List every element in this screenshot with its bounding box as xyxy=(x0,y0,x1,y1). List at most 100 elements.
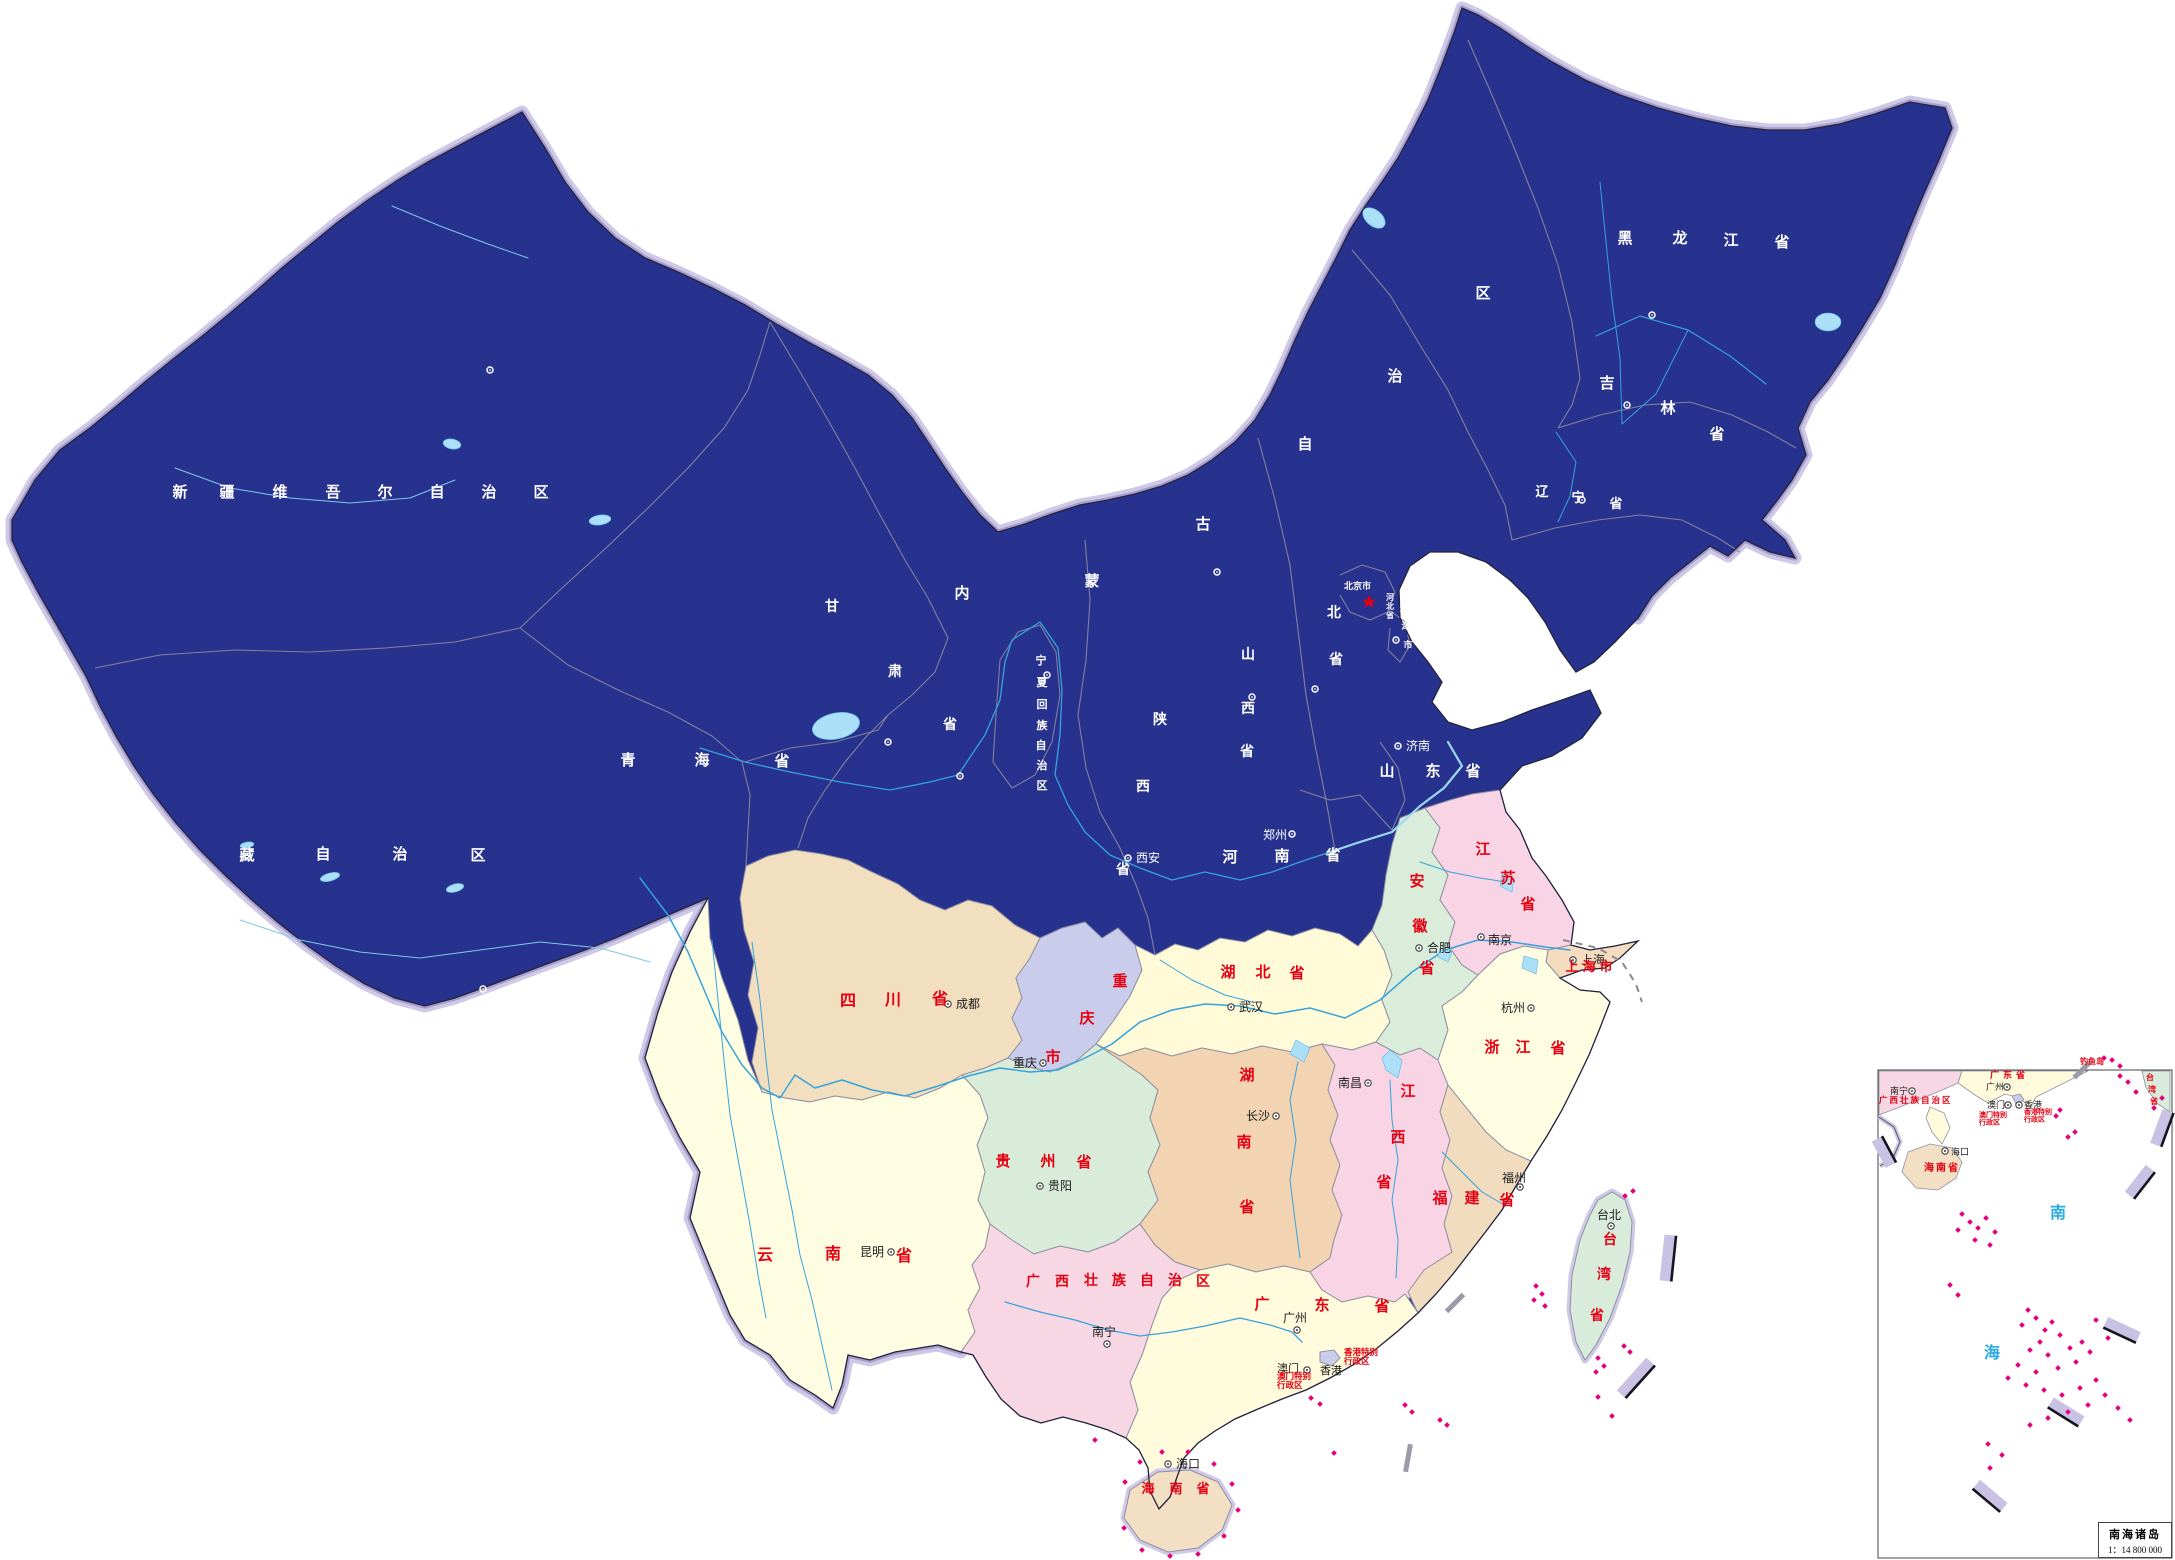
province-taiwan[interactable] xyxy=(1569,1191,1633,1361)
label-hainan: 海南省 xyxy=(1141,1481,1209,1496)
islet-dot xyxy=(1531,1297,1537,1303)
city-nanjing: 南京 xyxy=(1477,932,1512,947)
svg-text:广州: 广州 xyxy=(1283,1311,1307,1325)
islet-dot xyxy=(2041,1387,2047,1393)
city-urumqi xyxy=(486,366,494,374)
svg-text:江: 江 xyxy=(1400,1082,1415,1100)
islet-dot xyxy=(2102,1392,2108,1398)
svg-text:南: 南 xyxy=(1274,847,1289,865)
islet-dot xyxy=(2077,1385,2083,1391)
svg-text:贵阳: 贵阳 xyxy=(1048,1179,1072,1193)
province-guizhou[interactable] xyxy=(961,1043,1161,1255)
svg-text:省: 省 xyxy=(942,716,957,732)
label-jiangsu: 江苏省 xyxy=(1475,840,1535,913)
city-nanchang: 南昌 xyxy=(1338,1075,1372,1090)
svg-text:广西壮族自治区: 广西壮族自治区 xyxy=(1879,1095,1953,1105)
city-beijing-star xyxy=(1362,595,1376,608)
svg-text:省: 省 xyxy=(1328,651,1343,667)
svg-text:上: 上 xyxy=(1565,959,1578,974)
svg-text:南宁: 南宁 xyxy=(1890,1085,1908,1096)
svg-text:夏: 夏 xyxy=(1037,676,1049,689)
svg-text:吉: 吉 xyxy=(1599,374,1614,392)
city-haikou: 海口 xyxy=(1164,1456,1200,1471)
river xyxy=(1419,861,1507,883)
islet-dot xyxy=(1159,1449,1165,1455)
south-china-sea-inset xyxy=(1877,1069,2173,1559)
svg-text:省: 省 xyxy=(773,752,789,770)
svg-text:甘: 甘 xyxy=(825,598,839,614)
islet-dot xyxy=(1983,1215,1989,1221)
svg-text:山: 山 xyxy=(1379,763,1394,780)
svg-text:江: 江 xyxy=(1515,1038,1530,1056)
svg-text:省: 省 xyxy=(1288,964,1304,982)
svg-text:西安: 西安 xyxy=(1136,850,1160,865)
svg-text:海: 海 xyxy=(1984,1343,2000,1362)
svg-text:北京市: 北京市 xyxy=(1344,580,1371,591)
svg-text:省: 省 xyxy=(1115,861,1130,877)
islet-dot xyxy=(2033,1369,2039,1375)
svg-text:尔: 尔 xyxy=(377,483,392,501)
label-gansu: 甘肃省 xyxy=(825,598,957,732)
svg-text:云: 云 xyxy=(757,1247,773,1264)
islet-dot xyxy=(1185,1449,1191,1455)
svg-text:南: 南 xyxy=(825,1244,841,1263)
river xyxy=(1441,1151,1507,1207)
svg-text:河: 河 xyxy=(1222,848,1237,866)
islet-dot xyxy=(1229,1481,1235,1487)
svg-text:贵: 贵 xyxy=(995,1152,1010,1170)
islet-dot xyxy=(1975,1225,1981,1231)
svg-text:西: 西 xyxy=(1390,1129,1405,1146)
islet-dot xyxy=(1630,1188,1636,1194)
islet-dot xyxy=(1195,1551,1201,1557)
svg-text:区: 区 xyxy=(1196,1273,1210,1289)
islet-dot xyxy=(1444,1422,1450,1428)
islet-dot xyxy=(2125,1079,2131,1085)
province-hubei[interactable] xyxy=(1095,927,1393,1057)
lake xyxy=(1499,873,1515,893)
svg-text:海口: 海口 xyxy=(1951,1146,1969,1157)
islet-dot xyxy=(1409,1409,1415,1415)
north-internal-border xyxy=(519,321,771,629)
svg-text:南昌: 南昌 xyxy=(1338,1075,1362,1090)
svg-text:省: 省 xyxy=(1373,1297,1389,1315)
river xyxy=(639,877,1571,1099)
label-shanghai-red: 上海市 xyxy=(1565,959,1612,974)
lake xyxy=(812,712,860,740)
svg-text:省: 省 xyxy=(931,989,948,1008)
label-jilin: 吉林省 xyxy=(1599,374,1724,443)
province-guangxi[interactable] xyxy=(960,1223,1202,1439)
river xyxy=(174,467,456,504)
islet-dot xyxy=(2065,1134,2071,1140)
svg-text:建: 建 xyxy=(1464,1189,1480,1207)
river xyxy=(1389,1079,1399,1279)
svg-text:新: 新 xyxy=(172,483,187,501)
north-internal-border xyxy=(1257,437,1339,863)
svg-text:区: 区 xyxy=(1037,779,1048,792)
svg-text:山: 山 xyxy=(1241,646,1255,662)
svg-text:省: 省 xyxy=(1418,959,1434,977)
svg-text:北: 北 xyxy=(1386,601,1394,611)
svg-text:蒙: 蒙 xyxy=(1084,572,1099,590)
svg-text:武汉: 武汉 xyxy=(1239,1000,1263,1014)
islet-dot xyxy=(2117,1063,2123,1069)
svg-text:疆: 疆 xyxy=(219,484,234,501)
river xyxy=(1599,181,1623,425)
islet-dot xyxy=(2072,1129,2078,1135)
nine-dash-segment xyxy=(1971,1479,2008,1513)
svg-text:省: 省 xyxy=(1464,762,1480,780)
city-yinchuan xyxy=(1043,671,1051,679)
svg-text:回: 回 xyxy=(1037,697,1048,711)
province-hongkong-patch[interactable] xyxy=(1319,1349,1341,1367)
city-shijiazhuang xyxy=(1311,685,1319,693)
svg-text:合肥: 合肥 xyxy=(1427,940,1451,955)
city-hangzhou: 杭州 xyxy=(1501,1000,1535,1015)
svg-text:自: 自 xyxy=(315,845,330,863)
city-changchun xyxy=(1623,401,1631,409)
svg-text:成都: 成都 xyxy=(956,997,980,1011)
svg-text:省: 省 xyxy=(1375,1173,1391,1191)
svg-text:澳门特别: 澳门特别 xyxy=(1277,1371,1311,1381)
north-internal-border xyxy=(1557,401,1797,449)
label-yunnan: 云南省 xyxy=(757,1244,912,1265)
islet-dot xyxy=(1533,1283,1539,1289)
